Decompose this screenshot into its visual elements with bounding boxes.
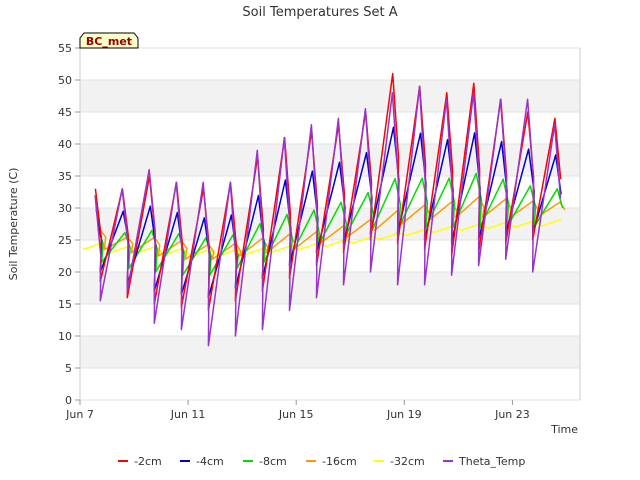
y-tick-label: 15 [58, 298, 72, 311]
y-tick-label: 0 [65, 394, 72, 407]
y-tick-label: 30 [58, 202, 72, 215]
x-axis-ticks: Jun 7 Jun 11 Jun 15 Jun 19 Jun 23 [65, 400, 530, 421]
series-lines [82, 72, 566, 347]
site-badge-shape [79, 32, 139, 49]
y-tick-label: 35 [58, 170, 72, 183]
legend-label: -2cm [134, 455, 162, 468]
y-tick-label: 10 [58, 330, 72, 343]
gridlines [80, 47, 580, 401]
y-axis-label: Soil Temperature (C) [7, 168, 20, 281]
legend: -2cm -4cm -8cm -16cm -32cm Theta_Temp [118, 455, 525, 468]
x-tick-label: Jun 23 [494, 408, 530, 421]
legend-label: -4cm [196, 455, 224, 468]
y-axis-ticks: 0 5 10 15 20 25 30 35 40 45 50 55 [58, 42, 80, 407]
chart-title: Soil Temperatures Set A [242, 5, 397, 20]
y-tick-label: 20 [58, 266, 72, 279]
plot-band [80, 272, 580, 304]
x-tick-label: Jun 15 [278, 408, 314, 421]
y-tick-label: 40 [58, 138, 72, 151]
site-badge-text: BC_met [86, 35, 132, 48]
plot-band [80, 336, 580, 368]
y-tick-label: 5 [65, 362, 72, 375]
y-tick-label: 55 [58, 42, 72, 55]
x-tick-label: Jun 7 [65, 408, 94, 421]
y-tick-label: 50 [58, 74, 72, 87]
legend-label: -8cm [259, 455, 287, 468]
series-line-thetatemp [94, 85, 562, 347]
legend-label: Theta_Temp [458, 455, 525, 468]
legend-label: -32cm [390, 455, 425, 468]
x-tick-label: Jun 19 [386, 408, 422, 421]
x-axis-label: Time [550, 423, 578, 436]
legend-label: -16cm [322, 455, 357, 468]
plot-background-bands [80, 80, 580, 368]
y-tick-label: 45 [58, 106, 72, 119]
y-tick-label: 25 [58, 234, 72, 247]
plot-band [80, 80, 580, 112]
x-tick-label: Jun 11 [170, 408, 206, 421]
site-badge: BC_met [79, 32, 139, 49]
